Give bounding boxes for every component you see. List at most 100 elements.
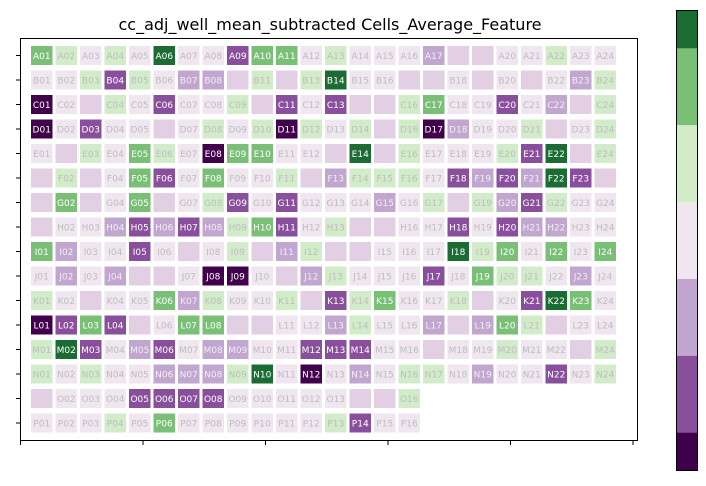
cell-label: I23 (574, 248, 588, 258)
heatmap-cell (104, 315, 126, 335)
cell-label: E19 (474, 150, 491, 160)
axis-ticks (16, 55, 634, 445)
heatmap-cell (594, 193, 616, 212)
heatmap-cell (202, 95, 224, 114)
heatmap-cell (55, 217, 77, 237)
heatmap-cell (104, 413, 126, 433)
cell-label: N03 (82, 371, 100, 381)
cell-label: E01 (33, 150, 50, 160)
heatmap-cell (447, 193, 469, 212)
heatmap-cell (31, 144, 53, 163)
heatmap-cell (472, 291, 494, 310)
cell-label: J15 (377, 273, 392, 283)
heatmap-cell (349, 364, 371, 384)
heatmap-cell (496, 95, 518, 114)
heatmap-cell (300, 291, 322, 310)
colorbar-segment (676, 355, 698, 433)
heatmap-cell (472, 95, 494, 114)
heatmap-cell (423, 291, 445, 310)
heatmap-cell (300, 242, 322, 261)
heatmap-cell (374, 340, 396, 359)
cell-label: C12 (302, 101, 320, 111)
cell-label: H21 (523, 224, 541, 234)
cell-label: K18 (450, 297, 468, 307)
heatmap-cell (325, 217, 347, 237)
cell-label: A10 (253, 52, 271, 62)
cell-label: P05 (131, 420, 148, 430)
cell-label: P11 (278, 420, 295, 430)
cell-label: C13 (327, 101, 345, 111)
cell-label: M15 (375, 346, 394, 356)
heatmap-cell (129, 242, 151, 261)
cell-label: O11 (277, 395, 296, 405)
cell-label: J02 (58, 273, 73, 283)
cell-label: K15 (376, 297, 393, 307)
cell-label: L12 (303, 322, 319, 332)
cell-label: H18 (449, 224, 467, 234)
cell-label: H04 (106, 224, 124, 234)
heatmap-cell (55, 46, 77, 65)
cell-label: A12 (302, 52, 320, 62)
cell-label: H16 (400, 224, 418, 234)
heatmap-cell (178, 168, 200, 188)
heatmap-cell (570, 70, 592, 90)
cell-label: K06 (156, 297, 174, 307)
cell-label: B16 (376, 77, 394, 87)
heatmap-cell (31, 364, 53, 384)
heatmap-cell (374, 70, 396, 90)
cell-label: G16 (400, 199, 419, 209)
heatmap-cell (447, 242, 469, 261)
heatmap-cell (227, 46, 249, 65)
cell-label: M03 (81, 346, 100, 356)
cell-label: O16 (400, 395, 419, 405)
cell-label: G12 (302, 199, 320, 209)
cell-label: K22 (548, 297, 565, 307)
heatmap-cell (31, 266, 53, 286)
heatmap-cell (570, 242, 592, 261)
heatmap-cell (55, 193, 77, 212)
cell-label: D01 (33, 126, 51, 136)
cell-label: B20 (498, 77, 516, 87)
heatmap-cell (251, 144, 273, 163)
heatmap-cell (570, 315, 592, 335)
cell-label: J19 (475, 273, 490, 283)
heatmap-cell (349, 340, 371, 359)
heatmap-cell (423, 144, 445, 163)
heatmap-cell (374, 144, 396, 163)
heatmap-cell (594, 242, 616, 261)
cell-label: P07 (180, 420, 197, 430)
cell-label: D23 (572, 126, 590, 136)
heatmap-cell (570, 95, 592, 114)
heatmap-cell (398, 95, 420, 114)
plot-frame (20, 38, 638, 441)
cell-label: N01 (33, 371, 51, 381)
cell-label: K14 (352, 297, 370, 307)
cell-label: J04 (107, 273, 122, 283)
heatmap-cell (251, 340, 273, 359)
heatmap-cell (496, 144, 518, 163)
heatmap-cell (80, 217, 102, 237)
cell-label: K01 (33, 297, 50, 307)
cell-label: E10 (254, 150, 271, 160)
cell-label: P02 (58, 420, 75, 430)
cell-label: D14 (351, 126, 370, 136)
heatmap-cell (545, 119, 567, 139)
heatmap-cell (594, 168, 616, 188)
cell-label: H08 (204, 224, 222, 234)
heatmap-cell (31, 389, 53, 408)
cell-label: C16 (400, 101, 418, 111)
cell-label: K04 (107, 297, 125, 307)
cell-label: K08 (205, 297, 223, 307)
heatmap-cell (80, 193, 102, 212)
cell-label: M07 (179, 346, 198, 356)
cell-label: P03 (82, 420, 99, 430)
cell-label: N23 (572, 371, 590, 381)
heatmap-cell (398, 242, 420, 261)
cell-label: D19 (474, 126, 493, 136)
cell-label: I03 (84, 248, 98, 258)
heatmap-cell (104, 242, 126, 261)
heatmap-cell (570, 144, 592, 163)
cell-label: A21 (523, 52, 541, 62)
heatmap-cell (202, 291, 224, 310)
heatmap-cell (496, 291, 518, 310)
